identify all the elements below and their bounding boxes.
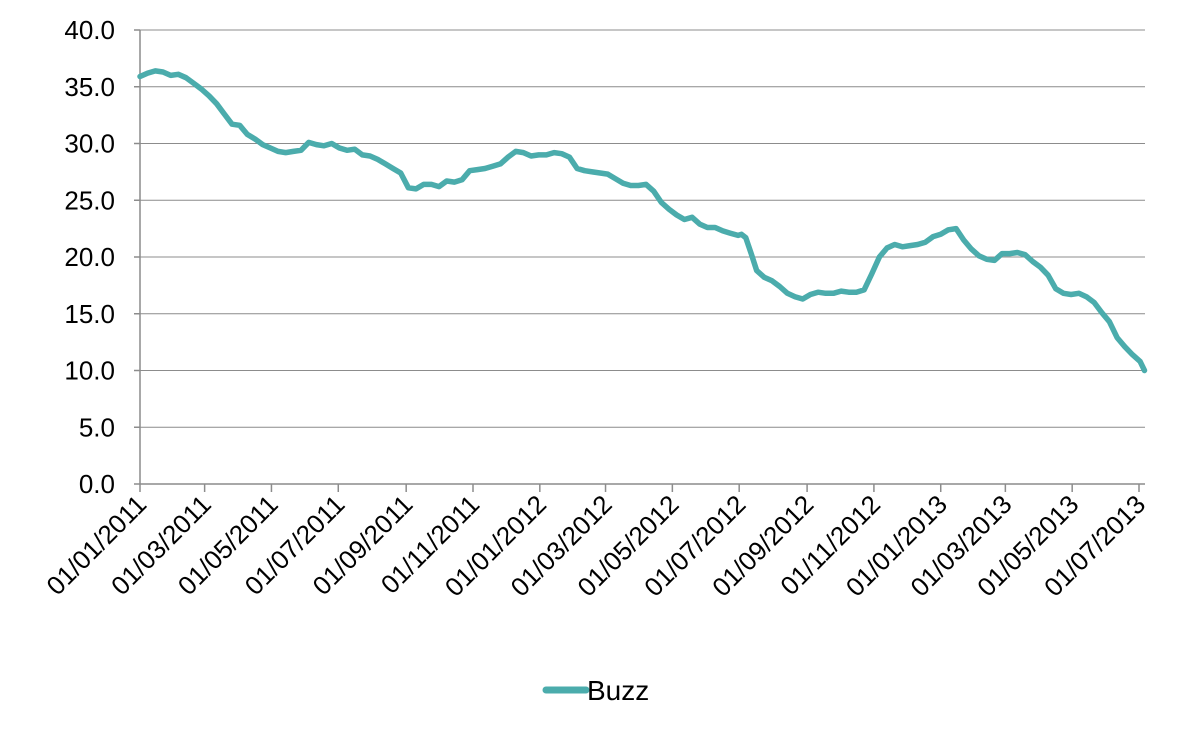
y-tick-label: 15.0 bbox=[64, 299, 115, 329]
y-tick-label: 0.0 bbox=[79, 469, 115, 499]
gridlines bbox=[140, 29, 1145, 428]
y-tick-label: 40.0 bbox=[64, 15, 115, 45]
y-tick-label: 5.0 bbox=[79, 412, 115, 442]
y-tick-label: 25.0 bbox=[64, 185, 115, 215]
series-line-buzz bbox=[137, 68, 1148, 374]
y-tick-label: 20.0 bbox=[64, 242, 115, 272]
y-tick-label: 30.0 bbox=[64, 129, 115, 159]
axes bbox=[134, 29, 1145, 492]
legend-label-buzz: Buzz bbox=[587, 675, 649, 706]
x-axis-tick-labels: 01/01/201101/03/201101/05/201101/07/2011… bbox=[40, 489, 1151, 602]
y-tick-label: 35.0 bbox=[64, 72, 115, 102]
legend: Buzz bbox=[542, 675, 649, 706]
y-tick-label: 10.0 bbox=[64, 356, 115, 386]
series-lines bbox=[137, 68, 1148, 374]
y-axis-tick-labels: 0.0 5.0 10.0 15.0 20.0 25.0 30.0 35.0 40.0 bbox=[64, 15, 115, 499]
